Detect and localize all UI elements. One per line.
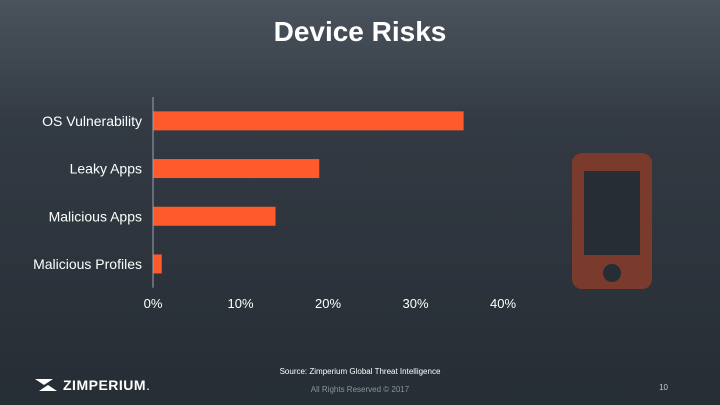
category-labels: OS Vulnerability Leaky Apps Malicious Apps… [33, 113, 142, 272]
x-tick-label: 30% [402, 296, 428, 311]
bars [153, 111, 464, 274]
x-tick-label: 10% [227, 296, 253, 311]
page-number: 10 [659, 383, 668, 392]
zimperium-logo: ZIMPERIUM. [33, 377, 150, 393]
logo-mark: . [146, 377, 150, 393]
category-label: Leaky Apps [70, 161, 142, 177]
category-label: Malicious Profiles [33, 256, 142, 272]
x-tick-labels: 0% 10% 20% 30% 40% [144, 296, 517, 311]
logo-text: ZIMPERIUM [63, 377, 147, 393]
bar-os-vulnerability [153, 111, 464, 131]
slide-title: Device Risks [273, 16, 447, 47]
source-note: Source: Zimperium Global Threat Intellig… [279, 367, 441, 376]
copyright-notice: All Rights Reserved © 2017 [310, 385, 410, 394]
bar-leaky-apps [153, 159, 320, 179]
x-tick-label: 0% [144, 296, 163, 311]
bar-malicious-profiles [153, 254, 162, 274]
x-tick-label: 20% [315, 296, 341, 311]
category-label: OS Vulnerability [42, 113, 142, 129]
zimperium-logo-icon [35, 379, 57, 391]
category-label: Malicious Apps [49, 208, 142, 224]
bar-malicious-apps [153, 206, 276, 226]
x-tick-label: 40% [490, 296, 516, 311]
smartphone-icon [572, 153, 652, 294]
